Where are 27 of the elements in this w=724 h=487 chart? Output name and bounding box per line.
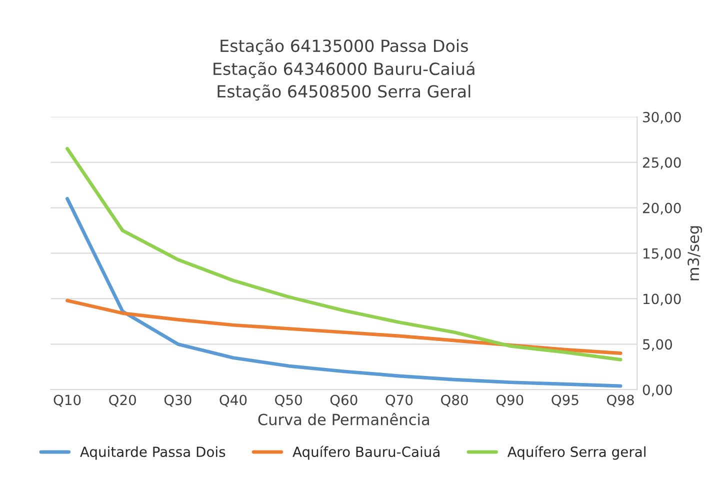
x-tick-label: Q70: [386, 394, 413, 407]
y-tick-label: 10,00: [644, 294, 681, 306]
x-tick-label: Q20: [109, 394, 136, 407]
y-tick-label: 20,00: [643, 202, 681, 215]
line-series: [66, 196, 622, 388]
line-series: [66, 146, 622, 362]
chart-title: Estação 64135000 Passa Dois Estação 64346000 Bauru-Caiuá Estação 64508500 Serra Geral: [214, 38, 474, 101]
y-tick-label: 30,00: [643, 112, 681, 124]
x-tick-label: Q60: [330, 394, 358, 407]
line-series: [66, 298, 622, 355]
legend-label: Aquífero Bauru-Caiuá: [292, 446, 440, 460]
y-tick-label: 0,00: [642, 384, 672, 396]
y-tick-label: 25,00: [643, 157, 681, 170]
x-tick-label: Q95: [552, 394, 578, 407]
x-tick-label: Q40: [220, 394, 247, 407]
y-tick-label: 5,00: [643, 339, 672, 352]
legend-label: Aquitarde Passa Dois: [80, 446, 226, 460]
x-tick-label: Q30: [164, 394, 192, 407]
x-tick-label: Q98: [607, 394, 634, 407]
x-tick-label: Q80: [441, 394, 468, 407]
y-axis-title: m3/seg: [688, 226, 702, 280]
x-tick-label: Q10: [54, 394, 81, 407]
legend-label: Aquífero Serra geral: [507, 446, 646, 460]
x-tick-label: Q50: [275, 394, 302, 407]
y-tick-label: 15,00: [644, 248, 681, 260]
x-axis-title: Curva de Permanência: [258, 412, 429, 426]
x-tick-label: Q90: [496, 394, 524, 407]
